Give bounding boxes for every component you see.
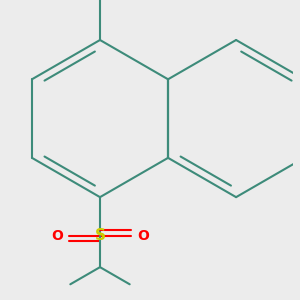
Text: O: O (137, 229, 149, 243)
Text: S: S (94, 228, 106, 243)
Text: O: O (51, 229, 63, 243)
